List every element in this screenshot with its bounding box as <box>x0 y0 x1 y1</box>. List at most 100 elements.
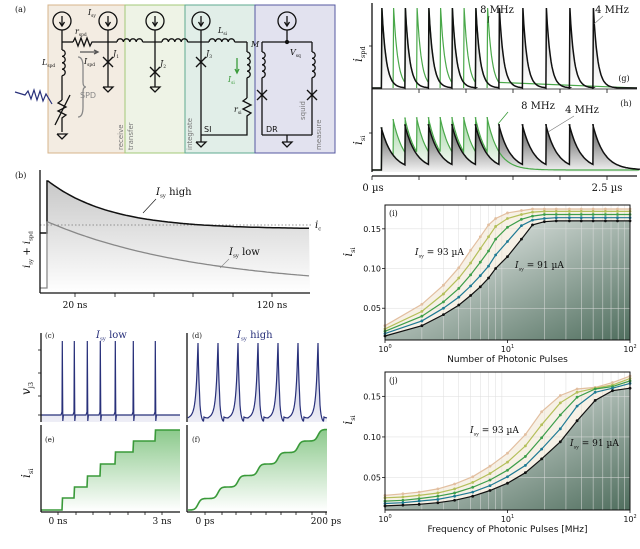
label-part: v <box>19 388 33 395</box>
data-point <box>558 401 562 405</box>
label-8MHz-g: 8 MHz <box>480 5 514 16</box>
panel-label-a: (a) <box>15 5 26 14</box>
label-part: I <box>155 187 161 198</box>
dark-gradient-region <box>385 388 630 510</box>
data-point <box>417 493 421 497</box>
label-part: c <box>318 227 321 233</box>
label-part: I <box>469 426 474 436</box>
label-part: L <box>217 26 223 35</box>
region-label-integrate: integrate <box>186 118 194 150</box>
data-point <box>471 494 475 498</box>
label-part: = 91 µA <box>579 439 619 449</box>
data-point <box>506 217 509 220</box>
data-point <box>611 389 614 393</box>
label-J3: J3 <box>204 49 212 60</box>
data-point <box>401 503 405 507</box>
label-part: J <box>111 49 117 58</box>
label-part: 2 <box>163 65 166 70</box>
leader-line <box>142 198 157 214</box>
inductor-icon <box>116 38 144 43</box>
data-point <box>488 478 492 482</box>
panel-label-j: (j) <box>389 376 398 385</box>
label-I-spd: Ispd <box>83 57 95 68</box>
label-4MHz-h: 4 MHz <box>565 105 599 116</box>
data-point <box>591 219 595 223</box>
data-point <box>604 207 607 211</box>
curve-Isy-high <box>40 180 310 234</box>
data-point <box>488 489 492 492</box>
label-part: I <box>83 57 88 66</box>
ground-icon <box>281 141 294 148</box>
data-point <box>506 211 509 215</box>
data-point <box>471 481 475 484</box>
data-point <box>567 216 571 220</box>
data-point <box>420 319 424 323</box>
variable-resistor-icon <box>56 99 68 132</box>
inductor-icon <box>246 51 251 79</box>
panel-label-g: (g) <box>618 74 629 83</box>
trace-isi-e <box>41 429 180 511</box>
label-part: spd <box>79 33 87 38</box>
annotation-91uA: Isy = 91 µA <box>514 261 564 272</box>
label-part: i <box>351 141 365 145</box>
junction-icon <box>306 89 318 101</box>
band-fill <box>385 376 630 506</box>
label-part: I <box>95 330 101 341</box>
data-point <box>520 217 523 221</box>
label-part: I <box>228 247 234 258</box>
region-label-measure: measure <box>315 119 323 150</box>
data-point <box>401 498 405 502</box>
data-point <box>442 300 445 304</box>
data-point <box>540 436 544 440</box>
data-point <box>567 219 571 223</box>
label-Isy-high: Isy high <box>155 187 192 200</box>
x-tick-label: 3 ns <box>152 517 171 527</box>
data-point <box>469 284 473 288</box>
arrow-head <box>151 21 159 28</box>
label-part: = 93 µA <box>424 248 464 258</box>
label-ic: ic <box>315 220 321 233</box>
data-point <box>593 399 597 402</box>
y-tick-label: 0.05 <box>363 474 381 483</box>
title-c: Isy low <box>95 330 127 343</box>
data-point <box>487 223 490 227</box>
x-tick-exponent: 0 <box>389 344 392 350</box>
y-axis-label-vj3: vj3 <box>19 382 35 395</box>
data-point <box>469 273 473 277</box>
data-point <box>579 219 583 223</box>
data-point <box>506 451 509 455</box>
label-part: i <box>22 265 33 268</box>
x-tick-label: 0 ns <box>48 517 67 527</box>
data-point <box>417 502 421 506</box>
inductor-icon <box>311 51 316 79</box>
x-tick-exponent: 0 <box>389 514 392 520</box>
circuit-region-0 <box>47 4 126 154</box>
data-point <box>478 285 482 289</box>
circuit-schematic <box>14 11 318 148</box>
label-part: sq <box>296 54 301 59</box>
label-SPD: SPD <box>80 91 96 100</box>
label-part: sy <box>519 266 525 272</box>
data-point <box>453 498 457 502</box>
data-point <box>494 237 498 241</box>
data-point <box>487 235 490 239</box>
data-point <box>531 218 534 222</box>
data-point <box>401 492 405 496</box>
trace-isi-f <box>188 428 327 511</box>
data-point <box>591 209 595 213</box>
label-J1: J1 <box>111 49 119 60</box>
data-point <box>558 413 562 417</box>
annotation-93uA: Isy = 93 µA <box>414 248 464 259</box>
label-r-si: rsi <box>234 105 242 116</box>
x-axis-label: Number of Photonic Pulses <box>447 355 568 365</box>
data-point <box>401 495 405 499</box>
area-f <box>188 429 327 511</box>
region-label-squid: squid <box>299 101 307 120</box>
x-tick-label: 200 ps <box>311 517 342 527</box>
data-point <box>531 207 534 211</box>
label-DR: DR <box>266 125 278 134</box>
label-J2: J2 <box>158 59 166 70</box>
x-tick-label: 100 <box>378 344 391 354</box>
data-point <box>604 213 607 216</box>
data-point <box>575 404 579 408</box>
